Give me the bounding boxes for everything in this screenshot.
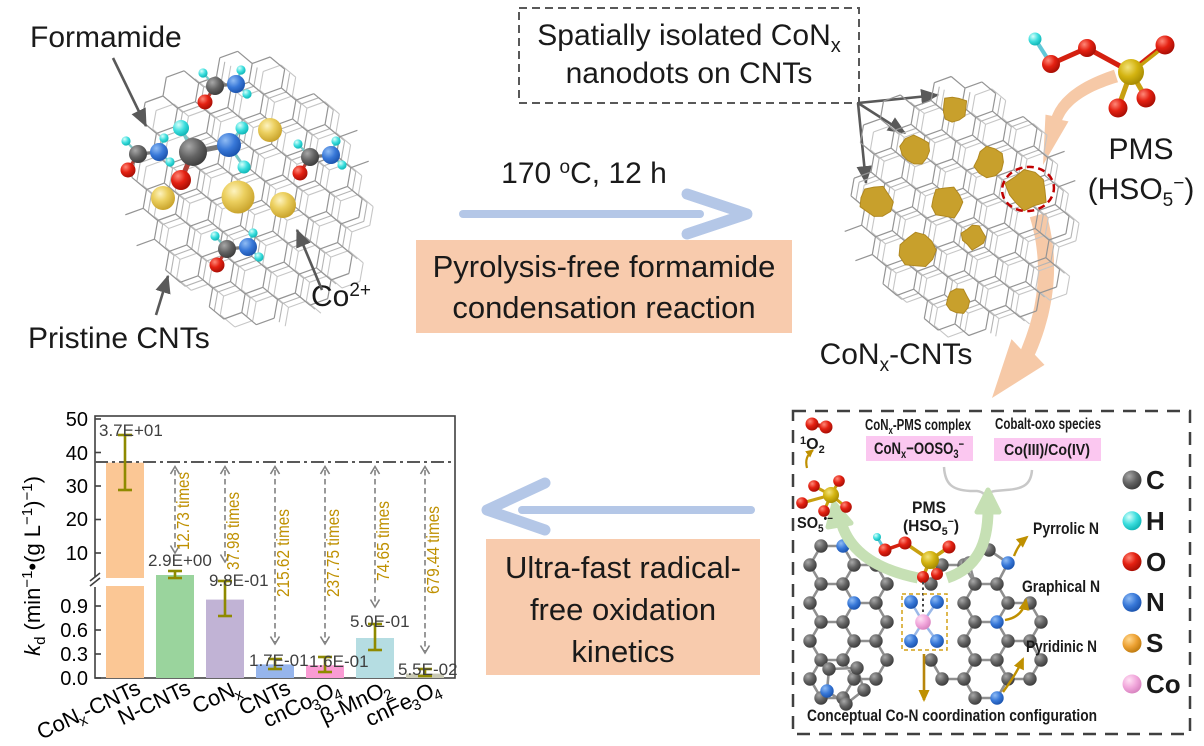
svg-text:Ultra-fast radical-: Ultra-fast radical- (505, 550, 741, 585)
svg-text:0.6: 0.6 (60, 620, 88, 642)
svg-text:237.75 times: 237.75 times (323, 509, 343, 597)
svg-text:679.44 times: 679.44 times (423, 506, 443, 594)
svg-text:215.62 times: 215.62 times (273, 509, 293, 597)
svg-text:C: C (1146, 465, 1165, 495)
svg-text:Cobalt-oxo species: Cobalt-oxo species (995, 416, 1101, 433)
svg-text:PMS: PMS (1108, 133, 1173, 166)
svg-text:2.9E+00: 2.9E+00 (148, 551, 212, 570)
svg-text:10: 10 (66, 543, 88, 565)
svg-text:Pyrolysis-free formamide: Pyrolysis-free formamide (433, 249, 776, 284)
svg-text:50: 50 (66, 409, 88, 431)
svg-text:74.65 times: 74.65 times (373, 501, 393, 581)
svg-text:O: O (1146, 547, 1166, 577)
svg-text:0.0: 0.0 (60, 668, 88, 690)
svg-text:0.9: 0.9 (60, 596, 88, 618)
svg-text:H: H (1146, 506, 1165, 536)
svg-text:20: 20 (66, 509, 88, 531)
svg-text:Pristine CNTs: Pristine CNTs (28, 322, 210, 355)
svg-text:condensation reaction: condensation reaction (452, 290, 755, 325)
svg-text:N: N (1146, 587, 1165, 617)
svg-text:Formamide: Formamide (30, 21, 182, 54)
svg-text:Conceptual Co-N coordination c: Conceptual Co-N coordination configurati… (807, 706, 1097, 725)
svg-text:Pyrrolic N: Pyrrolic N (1033, 519, 1099, 538)
svg-text:free oxidation: free oxidation (530, 592, 716, 627)
svg-text:Co(III)/Co(IV): Co(III)/Co(IV) (1004, 442, 1090, 459)
svg-text:Graphical N: Graphical N (1022, 577, 1100, 596)
svg-text:1.6E-01: 1.6E-01 (309, 652, 369, 671)
svg-text:5.5E-02: 5.5E-02 (398, 660, 458, 679)
svg-text:0.3: 0.3 (60, 644, 88, 666)
svg-text:nanodots on CNTs: nanodots on CNTs (566, 57, 813, 90)
svg-text:170 oC, 12 h: 170 oC, 12 h (501, 157, 667, 190)
svg-text:CoNx−OOSO3−: CoNx−OOSO3− (874, 437, 964, 461)
svg-text:PMS: PMS (912, 498, 946, 517)
svg-text:1.7E-01: 1.7E-01 (249, 651, 309, 670)
svg-text:Co: Co (1146, 669, 1181, 699)
svg-text:3.7E+01: 3.7E+01 (99, 421, 163, 440)
svg-text:1O2: 1O2 (800, 435, 825, 456)
svg-text:37.98 times: 37.98 times (223, 492, 243, 570)
svg-text:kd (min−1•(g L−1)−1): kd (min−1•(g L−1)−1) (19, 476, 49, 656)
svg-text:12.73 times: 12.73 times (173, 472, 193, 550)
svg-text:Pyridinic N: Pyridinic N (1026, 637, 1097, 656)
svg-text:CoNx-CNTs: CoNx-CNTs (820, 338, 973, 376)
svg-text:kinetics: kinetics (571, 634, 674, 669)
svg-text:5.0E-01: 5.0E-01 (350, 612, 410, 631)
svg-text:40: 40 (66, 443, 88, 465)
svg-text:Spatially isolated CoNx: Spatially isolated CoNx (537, 19, 840, 57)
svg-text:S: S (1146, 628, 1163, 658)
svg-text:30: 30 (66, 476, 88, 498)
svg-text:9.8E-01: 9.8E-01 (209, 571, 269, 590)
